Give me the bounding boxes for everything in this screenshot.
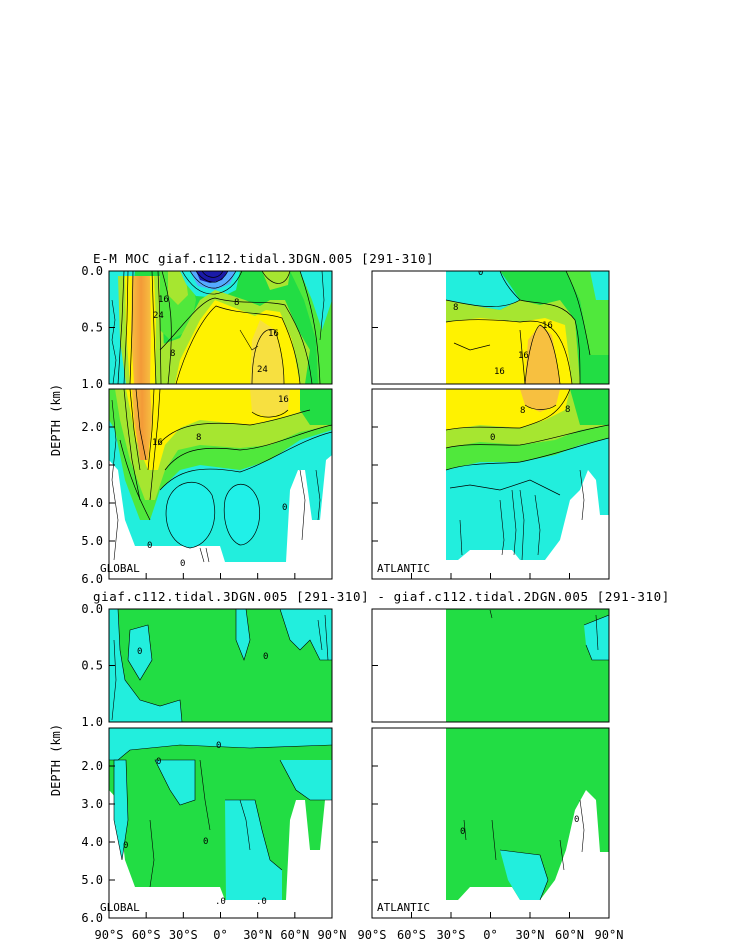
x-tick-label: 90°N [595,928,624,942]
chart-title-top: E-M MOC giaf.c112.tidal.3DGN.005 [291-31… [93,251,434,266]
y-tick-label: 0.0 [81,264,103,278]
contour-label: 24 [153,311,164,321]
contour-label: 16 [278,395,289,405]
contour-label: 8 [234,298,239,308]
x-tick-label: 60°S [397,928,426,942]
y-tick-label: 2.0 [81,759,103,773]
contour-label: 8 [520,406,525,416]
y-tick-label: 4.0 [81,835,103,849]
y-tick-label: 4.0 [81,496,103,510]
contour-label: 0 [574,815,579,825]
axes: 0.00.51.02.03.04.05.06.00.00.51.02.03.04… [81,264,623,942]
x-tick-label: 0° [213,928,227,942]
y-tick-label: 2.0 [81,420,103,434]
x-tick-label: 90°S [358,928,387,942]
panel-top-global-lower: 16 16 8 0 0 0 [109,389,332,579]
x-tick-label: 30°N [516,928,545,942]
x-tick-label: 30°S [437,928,466,942]
y-tick-label: 6.0 [81,911,103,925]
contour-label: 0 [156,757,161,767]
contour-label: 16 [518,351,529,361]
contour-label: 8 [196,433,201,443]
panel-label-global-top: GLOBAL [100,562,140,575]
x-tick-label: 30°N [243,928,272,942]
contour-label: 16 [542,321,553,331]
contour-label: 8 [565,405,570,415]
contour-label: 0 [263,652,268,662]
panel-label-atlantic-bottom: ATLANTIC [377,901,430,914]
chart-title-bottom: giaf.c112.tidal.3DGN.005 [291-310] - gia… [93,589,670,604]
contour-label: 16 [158,295,169,305]
y-tick-label: 6.0 [81,572,103,586]
panel-bottom-global-lower: 0 0 0 0 .0 .0 [109,728,332,918]
panel-top-atlantic-lower: 8 8 0 [372,389,609,579]
panel-bottom-atlantic-lower: 0 0 [372,728,609,918]
contour-label: 0 [216,741,221,751]
contour-label: 0 [203,837,208,847]
y-tick-label: 5.0 [81,534,103,548]
x-tick-label: 90°N [318,928,347,942]
y-tick-label: 3.0 [81,797,103,811]
contour-label: 16 [494,367,505,377]
contour-label: 16 [268,329,279,339]
contour-label: .0 [215,897,226,907]
panel-top-global-upper: 24 16 8 8 16 24 [109,271,332,384]
contour-label: 8 [170,349,175,359]
x-tick-label: 30°S [169,928,198,942]
x-tick-label: 60°N [280,928,309,942]
x-tick-label: 90°S [95,928,124,942]
contour-label: 24 [257,365,268,375]
y-tick-label: 5.0 [81,873,103,887]
y-tick-label: 1.0 [81,715,103,729]
panel-top-atlantic-upper: 0 8 16 16 16 [372,268,609,384]
y-tick-label: 0.5 [81,659,103,673]
y-tick-label: 1.0 [81,377,103,391]
panel-bottom-atlantic-upper [372,609,609,722]
y-axis-title-bottom: DEPTH (km) [49,724,63,796]
contour-label: 0 [282,503,287,513]
x-tick-label: 60°N [555,928,584,942]
panel-label-atlantic-top: ATLANTIC [377,562,430,575]
panel-bottom-global-upper: 0 0 [109,609,332,722]
y-axis-title-top: DEPTH (km) [49,384,63,456]
contour-label: 16 [152,438,163,448]
x-tick-label: 60°S [132,928,161,942]
y-tick-label: 0.0 [81,602,103,616]
y-tick-label: 3.0 [81,458,103,472]
contour-label: .0 [256,897,267,907]
contour-label: 0 [147,541,152,551]
contour-label: 0 [137,647,142,657]
contour-label: 0 [460,827,465,837]
contour-label: 0 [478,268,483,278]
contour-label: 8 [453,303,458,313]
contour-label: 0 [123,841,128,851]
y-tick-label: 0.5 [81,321,103,335]
contour-label: 0 [180,559,185,569]
x-tick-label: 0° [483,928,497,942]
panel-label-global-bottom: GLOBAL [100,901,140,914]
contour-label: 0 [490,433,495,443]
